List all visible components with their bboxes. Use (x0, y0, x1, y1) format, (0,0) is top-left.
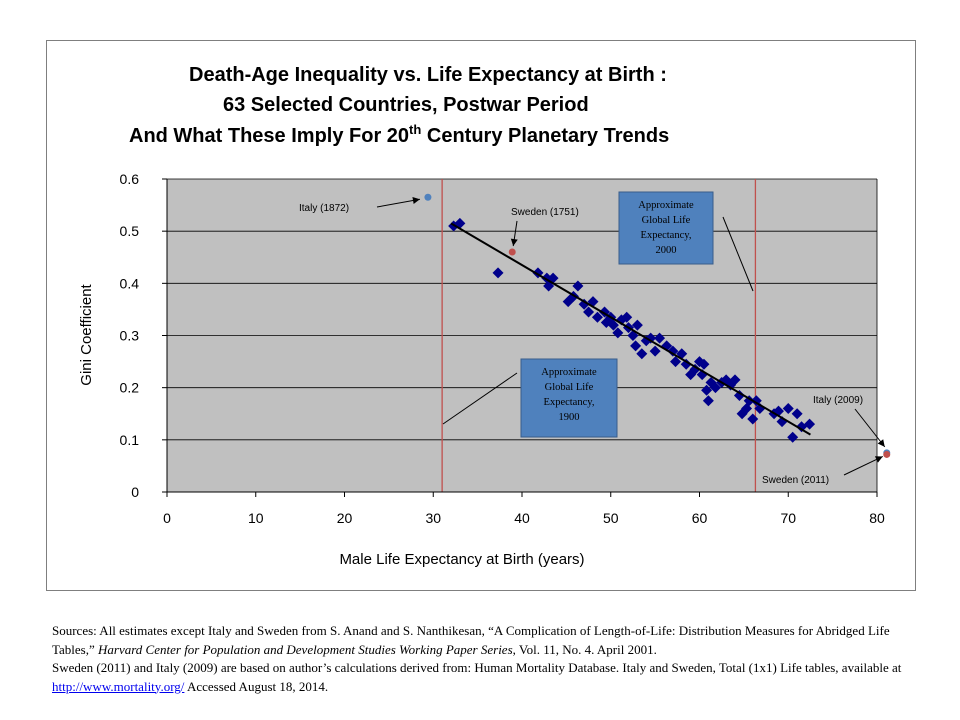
chart-title-line3-sup: th (409, 122, 421, 137)
data-point (698, 358, 710, 370)
arrow-italy-2009-head (877, 439, 885, 447)
data-point (804, 418, 816, 430)
data-point (578, 298, 590, 310)
chart-title-line1: Death-Age Inequality vs. Life Expectancy… (189, 64, 667, 86)
data-point (791, 408, 803, 420)
data-point (591, 311, 603, 323)
global-le-box-0-line-2: Expectancy, (544, 397, 595, 408)
sources-text-1: Sources: All estimates except Italy and … (52, 623, 890, 657)
global-le-box-0-line-0: Approximate (541, 367, 597, 378)
chart-title-line3-suffix: Century Planetary Trends (421, 125, 669, 147)
data-point (782, 403, 794, 415)
annotation-sweden-2011: Sweden (2011) (762, 475, 829, 486)
data-point (670, 356, 682, 368)
global-le-box-0 (520, 358, 618, 438)
x-tick-label-5: 50 (603, 510, 619, 526)
sources-paragraph-1: Sources: All estimates except Italy and … (52, 622, 912, 659)
arrow-italy-1872-head (412, 197, 420, 204)
y-axis-title: Gini Coefficient (78, 283, 95, 385)
data-point (492, 267, 504, 279)
y-tick-label-4: 0.4 (120, 275, 140, 291)
leader-line-0 (442, 372, 518, 425)
data-point (701, 384, 713, 396)
data-point (747, 413, 759, 425)
chart-title-line2: 63 Selected Countries, Postwar Period (223, 94, 589, 116)
data-point (680, 358, 692, 370)
y-tick-label-2: 0.2 (120, 380, 140, 396)
y-tick-label-0: 0 (131, 484, 139, 500)
data-point (572, 280, 584, 292)
global-le-box-1-line-3: 2000 (656, 245, 677, 256)
sources-text-2-end: Accessed August 18, 2014. (184, 678, 329, 694)
data-point (667, 345, 679, 357)
sources-text-1-end: , Vol. 11, No. 4. April 2001. (512, 641, 657, 657)
data-point (630, 340, 642, 352)
mortality-db-link[interactable]: http://www.mortality.org/ (52, 678, 185, 694)
leader-line-1 (722, 216, 754, 292)
trendline (450, 222, 811, 436)
annotations: Italy (1872) Sweden (1751) Italy (2009) Swe… (299, 191, 886, 486)
data-point (654, 332, 666, 344)
arrow-sweden-2011-line (843, 455, 883, 476)
y-tick-label-5: 0.5 (120, 223, 140, 239)
highlighted-points (424, 193, 891, 458)
chart-frame: Death-Age Inequality vs. Life Expectancy… (46, 40, 916, 591)
tick-labels: 0 10 20 30 40 50 60 70 80 0 0.1 0.2 0.3 0.4 0.5 0.6 (120, 171, 885, 526)
sources-series-title: Harvard Center for Population and Develo… (98, 641, 513, 657)
global-le-box-0-line-3: 1900 (559, 412, 580, 423)
annotation-sweden-1751: Sweden (1751) (511, 207, 579, 218)
data-point (649, 345, 661, 357)
y-tick-label-6: 0.6 (120, 171, 140, 187)
chart-svg: Death-Age Inequality vs. Life Expectancy… (78, 64, 891, 568)
global-le-box-1-line-1: Global Life (642, 215, 691, 226)
data-point (621, 311, 633, 323)
sources-note: Sources: All estimates except Italy and … (52, 622, 912, 696)
trend-line (450, 222, 811, 436)
sources-text-2: Sweden (2011) and Italy (2009) are based… (52, 660, 902, 675)
data-point (607, 319, 619, 331)
data-point (636, 348, 648, 360)
arrow-italy-1872-line (376, 198, 421, 208)
data-point (631, 319, 643, 331)
global-le-box-1 (618, 191, 714, 265)
x-tick-label-6: 60 (692, 510, 708, 526)
arrow-sweden-1751-head (510, 238, 518, 247)
data-point (709, 382, 721, 394)
x-tick-label-1: 10 (248, 510, 264, 526)
data-point (689, 363, 701, 375)
x-tick-label-0: 0 (163, 510, 171, 526)
y-tick-label-1: 0.1 (120, 432, 140, 448)
y-tick-label-3: 0.3 (120, 328, 140, 344)
data-point (612, 327, 624, 339)
x-tick-label-7: 70 (780, 510, 796, 526)
data-point (583, 306, 595, 318)
annotation-italy-2009: Italy (2009) (813, 395, 863, 406)
arrow-sweden-2011-head (874, 456, 883, 463)
annotation-italy-1872: Italy (1872) (299, 203, 349, 214)
x-tick-label-8: 80 (869, 510, 885, 526)
data-point (645, 332, 657, 344)
global-le-box-1-line-2: Expectancy, (641, 230, 692, 241)
x-tick-label-4: 40 (514, 510, 530, 526)
x-tick-label-2: 20 (337, 510, 353, 526)
chart-title-line3-prefix: And What These Imply For 20 (129, 125, 409, 147)
data-point (733, 389, 745, 401)
x-tick-label-3: 30 (425, 510, 441, 526)
chart-title-line3: And What These Imply For 20th Century Pl… (129, 122, 669, 147)
reference-lines (441, 179, 757, 492)
arrow-italy-2009-line (854, 408, 886, 448)
global-le-box-0-line-1: Global Life (545, 382, 594, 393)
sources-paragraph-2: Sweden (2011) and Italy (2009) are based… (52, 659, 912, 696)
highlight-point-3 (883, 450, 891, 458)
data-point (543, 280, 555, 292)
highlight-point-0 (424, 193, 432, 201)
data-point (702, 395, 714, 407)
data-point (729, 374, 741, 386)
axes (162, 178, 878, 497)
highlight-point-1 (508, 248, 516, 256)
data-point (787, 431, 799, 443)
x-axis-title: Male Life Expectancy at Birth (years) (339, 551, 584, 568)
global-le-box-1-line-0: Approximate (638, 200, 694, 211)
